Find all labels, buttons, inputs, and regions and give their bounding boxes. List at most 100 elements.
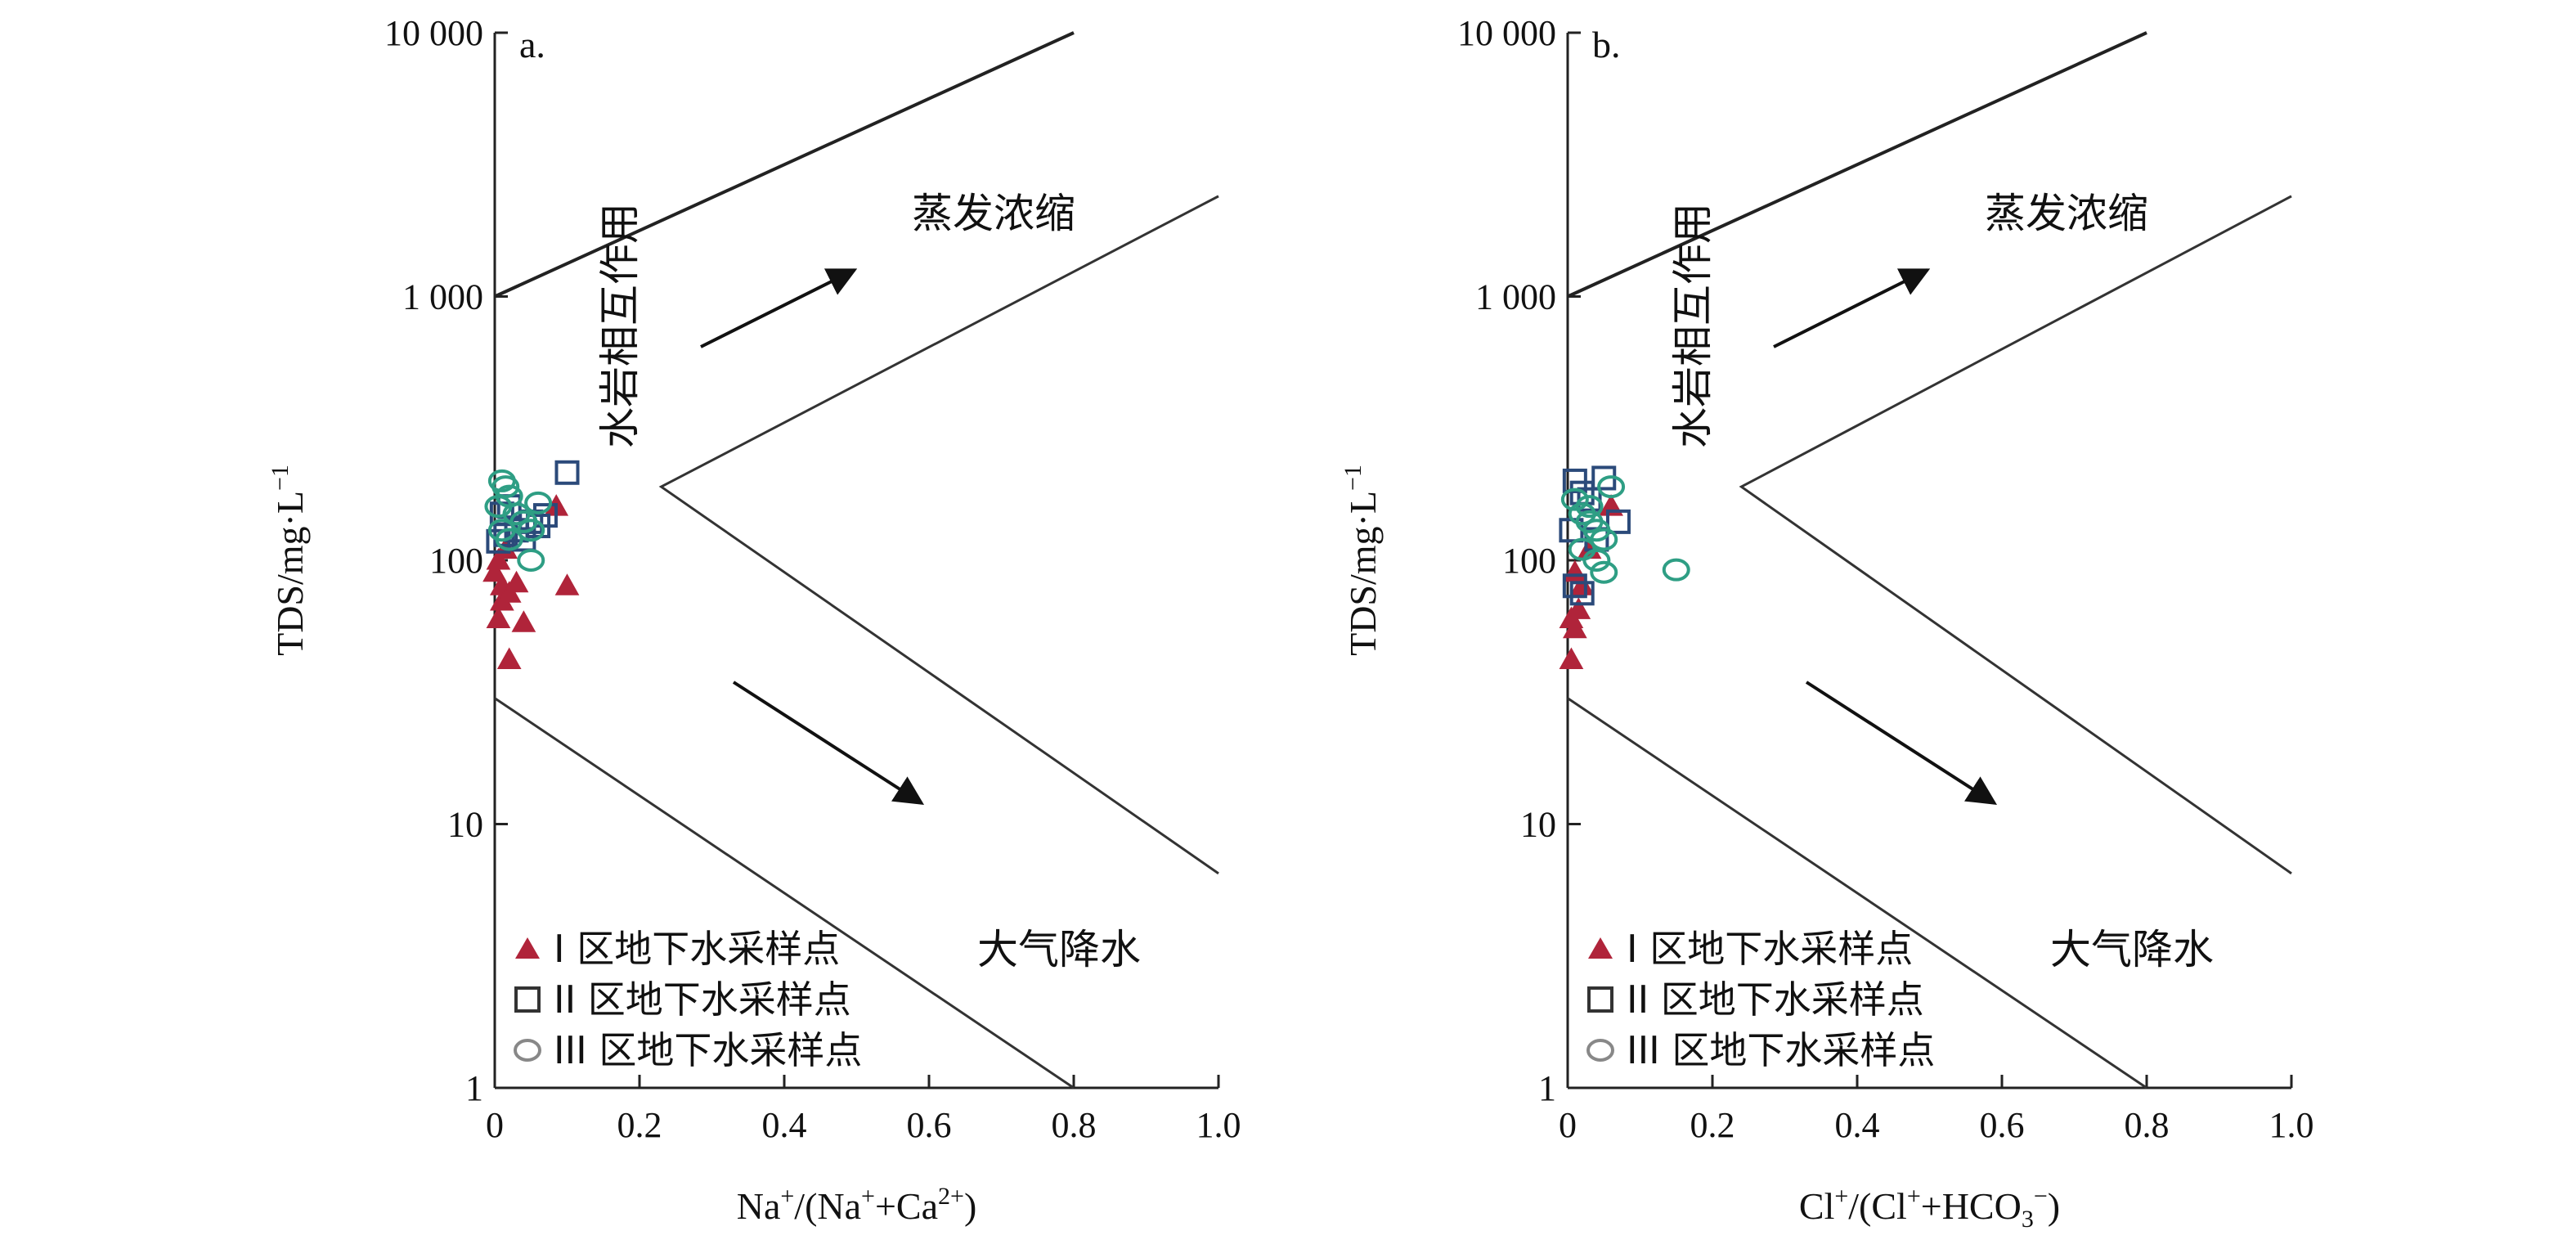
x-tick-label: 0.2 xyxy=(1690,1105,1735,1145)
data-point-square xyxy=(554,460,580,485)
data-point-circle xyxy=(495,528,523,551)
x-axis-label-part: Cl xyxy=(1799,1185,1834,1227)
data-point-square xyxy=(1605,509,1631,534)
data-point-triangle xyxy=(486,547,511,570)
x-axis-label: Na+/(Na++Ca2+) xyxy=(737,1183,977,1227)
lower-boundary-line xyxy=(494,697,1075,1089)
y-tick-label: 1 xyxy=(1538,1068,1556,1108)
data-point-circle xyxy=(517,519,545,542)
legend-label: I 区地下水采样点 xyxy=(554,927,840,971)
x-axis-label-part: +HCO xyxy=(1921,1185,2022,1227)
y-tick-label: 1 xyxy=(465,1068,483,1108)
middle-boundary-line xyxy=(658,195,1219,875)
y-tick-label: 1 000 xyxy=(402,277,483,317)
data-point-circle xyxy=(1575,495,1604,519)
y-tick-label: 100 xyxy=(1502,541,1556,581)
data-point-square xyxy=(486,528,511,554)
data-point-circle xyxy=(491,475,520,499)
data-point-square xyxy=(1569,581,1595,606)
y-axis-label: TDS/mg·L−1 xyxy=(267,465,311,656)
data-point-circle xyxy=(1590,560,1618,584)
data-point-triangle xyxy=(504,570,529,593)
legend-label: I 区地下水采样点 xyxy=(1627,927,1913,971)
data-point-circle xyxy=(1662,558,1690,582)
precipitation-arrow xyxy=(732,681,925,805)
legend-triangle-icon xyxy=(515,937,540,959)
data-point-circle xyxy=(524,491,553,514)
series-circle xyxy=(484,469,553,572)
y-axis-label-sup: −1 xyxy=(267,465,294,491)
chart-panel-a: 1 10 100 1 000 10 000 0 0.2 0.4 0.6 0.8 1.0 a. 蒸发浓缩大… xyxy=(267,13,1241,1227)
x-tick-label: 0 xyxy=(1559,1105,1577,1145)
y-axis-label-main: TDS/mg·L xyxy=(269,491,311,656)
data-point-square xyxy=(1562,573,1587,599)
x-axis-label-part: +Ca xyxy=(875,1185,938,1227)
x-axis-label-part: 3 xyxy=(2022,1206,2034,1233)
upper-boundary-line xyxy=(494,31,1075,299)
x-tick-label: 1.0 xyxy=(2269,1105,2314,1145)
chart-panel-b: 1 10 100 1 000 10 000 0 0.2 0.4 0.6 0.8 1.0 b. 蒸发浓缩大… xyxy=(1340,13,2314,1233)
legend-label: III 区地下水采样点 xyxy=(1627,1028,1935,1072)
x-tick-label: 1.0 xyxy=(1196,1105,1241,1145)
precipitation-label: 大气降水 xyxy=(2050,926,2214,973)
x-axis-label-part: + xyxy=(780,1183,794,1210)
y-tick-label: 1 000 xyxy=(1475,277,1556,317)
data-point-circle xyxy=(1590,528,1618,551)
precipitation-arrow xyxy=(1805,681,1998,805)
y-tick-label: 10 000 xyxy=(1457,13,1556,53)
x-tick-label: 0.8 xyxy=(2125,1105,2170,1145)
evaporation-label: 蒸发浓缩 xyxy=(1985,190,2148,237)
y-tick-label: 10 xyxy=(1520,805,1556,845)
legend-label: III 区地下水采样点 xyxy=(554,1028,862,1072)
x-tick-label: 0.4 xyxy=(1835,1105,1880,1145)
y-axis-label: TDS/mg·L−1 xyxy=(1340,465,1384,656)
precipitation-label: 大气降水 xyxy=(977,926,1141,973)
rock-water-interaction-label: 水岩相互作用 xyxy=(596,203,644,448)
x-axis-label-part: ) xyxy=(2048,1185,2060,1227)
legend: I 区地下水采样点 II 区地下水采样点 III 区地下水采样点 xyxy=(514,927,862,1072)
legend-circle-icon xyxy=(1586,1039,1614,1062)
x-axis-label-part: /(Na xyxy=(794,1185,861,1227)
series-circle xyxy=(1560,475,1690,584)
x-axis-label-part: + xyxy=(1834,1183,1848,1210)
data-point-triangle xyxy=(511,610,536,632)
data-point-square xyxy=(493,522,518,547)
x-axis-label-part: + xyxy=(1907,1183,1921,1210)
legend: I 区地下水采样点 II 区地下水采样点 III 区地下水采样点 xyxy=(1586,927,1935,1072)
evaporation-arrow xyxy=(700,268,858,348)
evaporation-arrow xyxy=(1773,268,1931,348)
data-point-triangle xyxy=(1559,647,1584,670)
legend-circle-icon xyxy=(514,1039,541,1062)
data-point-triangle xyxy=(496,647,522,670)
x-axis-label-part: Na xyxy=(737,1185,781,1227)
x-axis-label-part: − xyxy=(2034,1183,2048,1210)
x-tick-label: 0.2 xyxy=(617,1105,662,1145)
data-point-triangle xyxy=(1566,597,1591,619)
panel-label: a. xyxy=(519,24,545,65)
panel-label: b. xyxy=(1592,24,1621,65)
series-square xyxy=(1559,465,1631,606)
y-tick-label: 10 000 xyxy=(384,13,483,53)
legend-square-icon xyxy=(514,986,541,1013)
x-tick-label: 0.4 xyxy=(762,1105,807,1145)
data-point-triangle xyxy=(1562,616,1587,639)
middle-boundary-line xyxy=(1739,195,2292,875)
data-point-triangle xyxy=(482,559,507,582)
lower-boundary-line xyxy=(1567,697,2147,1089)
legend-label: II 区地下水采样点 xyxy=(1627,977,1924,1022)
data-point-circle xyxy=(1568,537,1596,561)
data-point-triangle xyxy=(554,573,580,595)
x-axis-label: Cl+/(Cl++HCO3−) xyxy=(1799,1183,2060,1233)
legend-label: II 区地下水采样点 xyxy=(554,977,851,1022)
x-tick-label: 0.8 xyxy=(1052,1105,1097,1145)
data-point-circle xyxy=(1560,487,1589,511)
x-axis-label-part: 2+ xyxy=(938,1183,964,1210)
rock-water-interaction-label: 水岩相互作用 xyxy=(1669,203,1717,448)
x-tick-label: 0 xyxy=(486,1105,504,1145)
legend-square-icon xyxy=(1587,986,1613,1013)
x-axis-label-part: /(Cl xyxy=(1848,1185,1907,1227)
legend-triangle-icon xyxy=(1588,937,1613,959)
data-point-circle xyxy=(1597,475,1626,499)
y-axis-label-main: TDS/mg·L xyxy=(1342,491,1384,656)
